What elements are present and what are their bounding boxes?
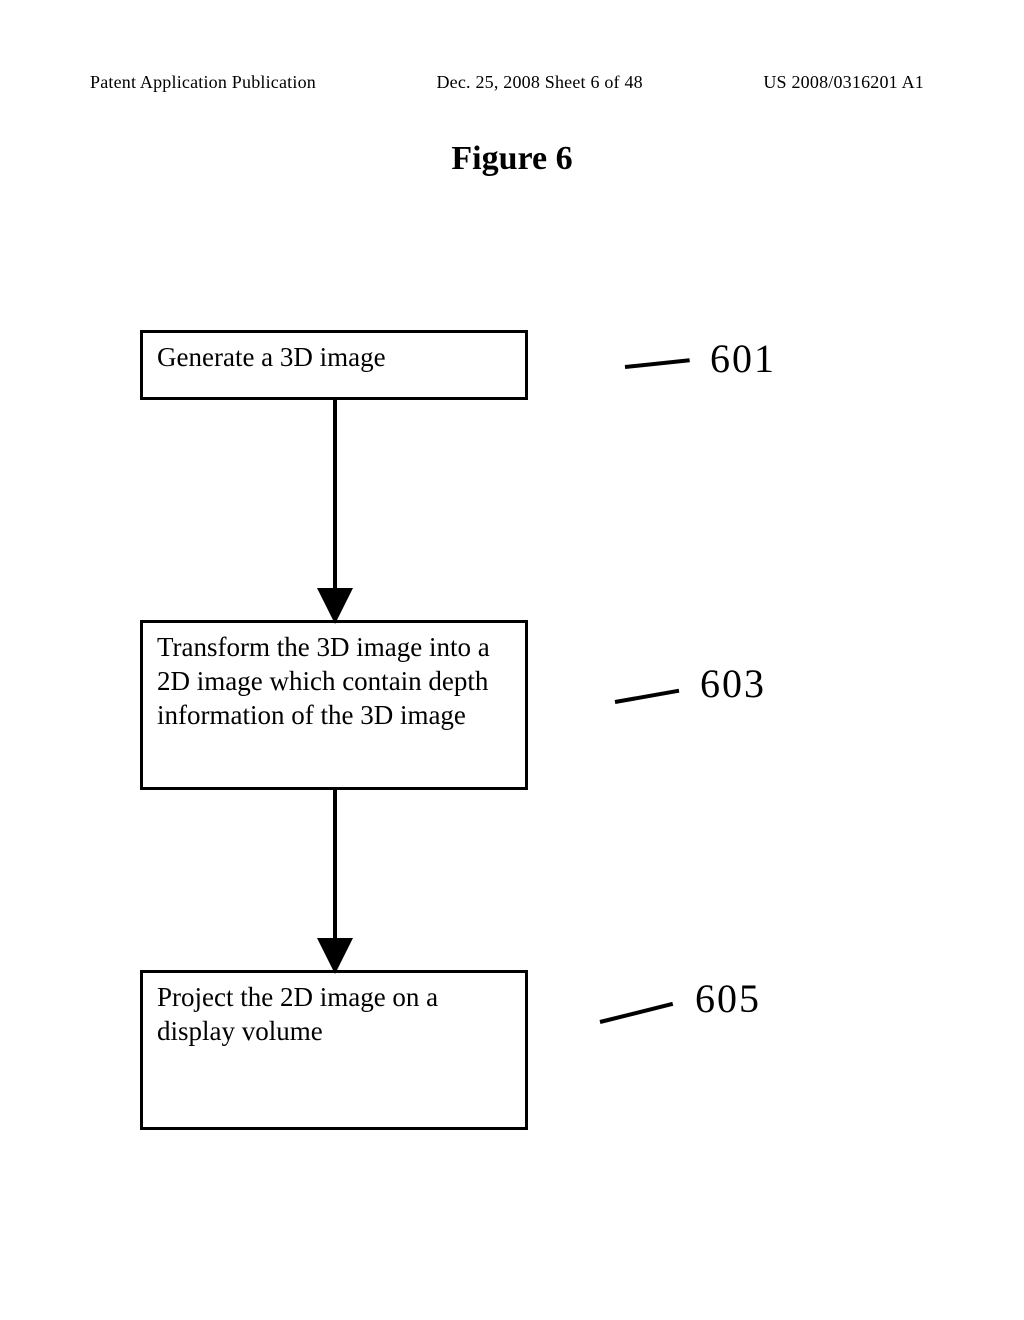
header-right: US 2008/0316201 A1 <box>763 72 924 93</box>
header-left: Patent Application Publication <box>90 72 316 93</box>
page-header: Patent Application Publication Dec. 25, … <box>0 72 1024 93</box>
callout-line-601 <box>625 358 690 369</box>
callout-605: 605 <box>695 975 761 1022</box>
callout-601: 601 <box>710 335 776 382</box>
flow-node-text: Project the 2D image on a display volume <box>157 982 438 1046</box>
flow-node-601: Generate a 3D image <box>140 330 528 400</box>
flow-node-text: Transform the 3D image into a 2D image w… <box>157 632 490 730</box>
flow-node-605: Project the 2D image on a display volume <box>140 970 528 1130</box>
header-center: Dec. 25, 2008 Sheet 6 of 48 <box>436 72 642 93</box>
flow-node-text: Generate a 3D image <box>157 342 386 372</box>
callout-line-605 <box>600 1002 674 1024</box>
callout-line-603 <box>615 689 680 704</box>
figure-title: Figure 6 <box>0 140 1024 178</box>
callout-603: 603 <box>700 660 766 707</box>
flow-node-603: Transform the 3D image into a 2D image w… <box>140 620 528 790</box>
